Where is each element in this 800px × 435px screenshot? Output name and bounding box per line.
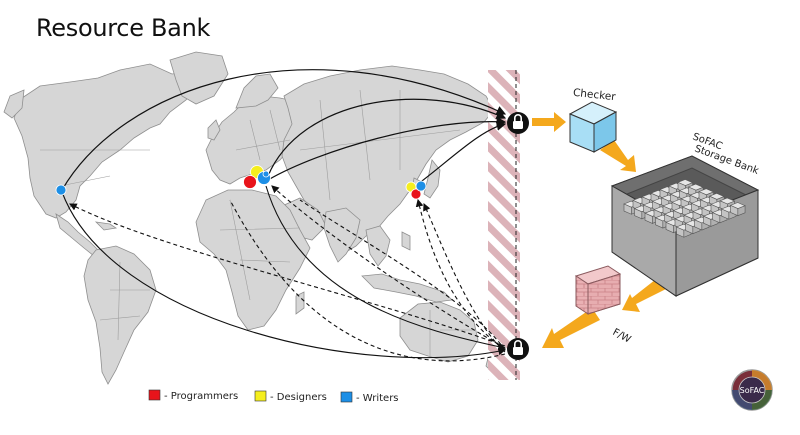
outbound-solid-arrows <box>61 185 507 359</box>
north-america <box>13 63 197 219</box>
lock-icon <box>507 338 529 360</box>
asia <box>281 65 495 253</box>
writer-dot-asia <box>415 180 427 192</box>
sofac-logo: SoFAC <box>731 369 773 411</box>
legend-swatch-designers <box>254 390 267 402</box>
lock-icon <box>507 112 529 134</box>
legend-item-writers: - Writers <box>340 391 399 404</box>
uk <box>207 119 221 141</box>
legend: - Programmers - Designers - Writers <box>148 389 399 404</box>
india <box>323 207 361 263</box>
caribbean <box>94 221 118 231</box>
japan <box>423 159 441 199</box>
world-map <box>3 51 499 385</box>
cube-icon <box>568 101 618 153</box>
legend-swatch-writers <box>340 391 353 403</box>
legend-item-designers: - Designers <box>254 390 327 403</box>
legend-label-designers: - Designers <box>270 392 327 403</box>
brick-wall-icon <box>574 265 622 315</box>
legend-swatch-programmers <box>148 389 161 401</box>
alaska <box>3 89 25 119</box>
flow-arrow-firewall-to-lock <box>542 308 600 348</box>
flow-arrow-storage-to-firewall <box>622 276 668 312</box>
flow-arrow-checker-to-storage <box>600 140 636 172</box>
programmer-dot-asia <box>410 188 422 200</box>
outbound-arrows <box>69 185 506 362</box>
storage-bank-icon <box>610 155 760 297</box>
checker-label: Checker <box>572 87 616 103</box>
legend-label-programmers: - Programmers <box>164 391 238 402</box>
southeast-asia <box>365 225 391 267</box>
logo-text: SoFAC <box>740 386 765 395</box>
south-america <box>83 245 157 385</box>
inbound-arrows <box>61 69 507 191</box>
writer-dot-europe-2 <box>262 170 270 178</box>
legend-item-programmers: - Programmers <box>148 389 238 402</box>
programmer-dot-europe <box>243 175 257 189</box>
greenland <box>169 51 229 105</box>
flow-arrows <box>532 112 668 348</box>
scandinavia <box>235 73 279 109</box>
storage-box-front <box>737 205 746 217</box>
philippines <box>401 231 411 251</box>
writer-dot-america <box>55 184 67 196</box>
page-title: Resource Bank <box>36 14 211 42</box>
legend-label-writers: - Writers <box>356 393 399 404</box>
firewall-label: F/W <box>611 327 633 346</box>
flow-arrow-lock-to-checker <box>532 112 566 132</box>
resource-locations <box>55 165 427 200</box>
africa <box>195 189 311 331</box>
madagascar <box>295 291 305 315</box>
